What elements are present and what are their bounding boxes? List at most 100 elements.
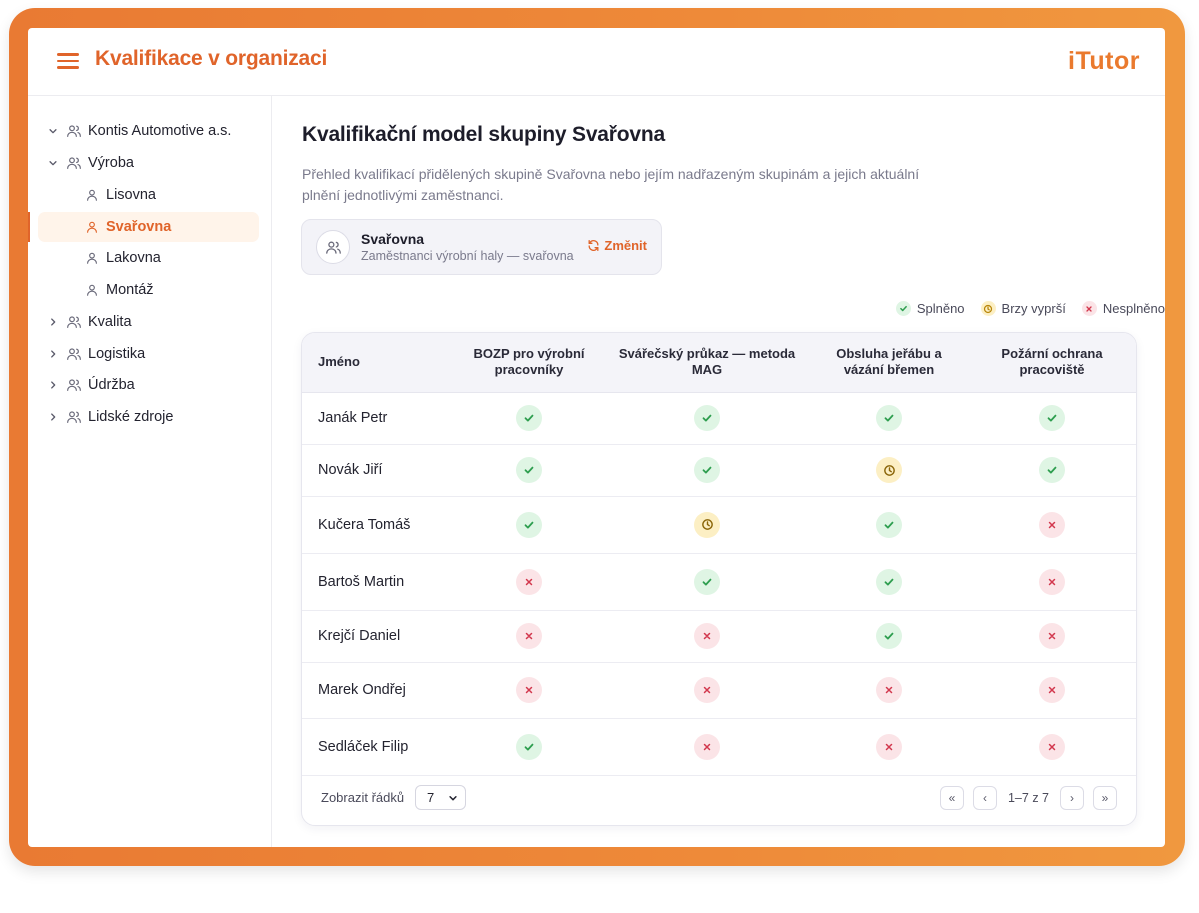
users-icon (66, 155, 82, 171)
sidebar-item[interactable]: Kontis Automotive a.s. (28, 116, 272, 146)
pagination: « ‹ 1–7 z 7 › » (939, 786, 1117, 810)
cross-icon (694, 623, 720, 649)
active-item-marker (28, 212, 30, 242)
status-cell (604, 392, 810, 445)
chevron-down-icon[interactable] (47, 157, 59, 169)
main-content: Kvalifikační model skupiny Svařovna Přeh… (273, 96, 1165, 847)
column-header[interactable]: Svářečský průkaz — metoda MAG (604, 333, 810, 393)
chevron-down-icon (449, 796, 457, 801)
status-cell (810, 553, 968, 611)
sidebar-item[interactable]: Lisovna (28, 180, 272, 210)
next-page-button[interactable]: › (1060, 786, 1084, 810)
sidebar-item[interactable]: Lidské zdroje (28, 402, 272, 432)
chevron-right-icon[interactable] (47, 379, 59, 391)
rows-per-page-value: 7 (427, 790, 435, 805)
cross-icon (1039, 623, 1065, 649)
group-users-icon (316, 230, 350, 264)
cross-icon (516, 568, 542, 595)
employee-name: Sedláček Filip (302, 718, 454, 776)
first-page-button[interactable]: « (939, 786, 964, 810)
rows-per-page-select[interactable]: 7 (415, 785, 466, 810)
page-description: Přehled kvalifikací přidělených skupině … (302, 166, 920, 203)
status-cell (968, 444, 1136, 497)
sidebar-item[interactable]: Logistika (28, 339, 272, 369)
sidebar-item[interactable]: Montáž (28, 275, 272, 305)
table-row: Kučera Tomáš (302, 496, 1136, 554)
last-page-button[interactable]: » (1093, 786, 1117, 810)
check-icon (876, 568, 902, 595)
employee-name: Bartoš Martin (302, 553, 454, 611)
column-header[interactable]: BOZP pro výrobní pracovníky (454, 333, 604, 393)
sidebar-item-label: Údržba (88, 377, 135, 393)
users-icon (66, 123, 82, 139)
status-cell (968, 496, 1136, 554)
status-cell (454, 610, 604, 663)
chevron-down-icon[interactable] (47, 125, 59, 137)
employee-name: Kučera Tomáš (302, 496, 454, 554)
check-icon (876, 623, 902, 649)
status-cell (810, 496, 968, 554)
app-window: Kvalifikace v organizaci iTutor Kontis A… (28, 28, 1165, 847)
check-icon (516, 457, 542, 483)
table-row: Sedláček Filip (302, 718, 1136, 776)
cross-icon (1081, 301, 1097, 316)
prev-page-button[interactable]: ‹ (972, 786, 997, 810)
users-icon (66, 346, 82, 362)
users-icon (66, 314, 82, 330)
users-icon (66, 409, 82, 425)
check-icon (1039, 405, 1065, 431)
table-row: Janák Petr (302, 392, 1136, 445)
status-cell (604, 553, 810, 611)
column-header[interactable]: Jméno (302, 333, 454, 393)
group-name: Svařovna (361, 231, 425, 247)
chevron-right-icon[interactable] (47, 348, 59, 360)
legend-ok-label: Splněno (916, 301, 965, 316)
sidebar-item-label: Logistika (88, 346, 146, 362)
status-cell (604, 718, 810, 776)
check-icon (516, 733, 542, 760)
menu-icon[interactable] (57, 52, 79, 70)
user-icon (85, 188, 101, 204)
user-icon (85, 283, 101, 299)
status-cell (604, 610, 810, 663)
check-icon (876, 405, 902, 431)
page-title: Kvalifikační model skupiny Svařovna (302, 123, 665, 146)
user-icon (85, 220, 101, 236)
status-cell (454, 496, 604, 554)
status-cell (968, 392, 1136, 445)
sidebar-item-label: Svařovna (106, 219, 172, 235)
chevron-right-icon[interactable] (47, 411, 59, 423)
change-group-button[interactable]: Změnit (587, 238, 647, 253)
check-icon (876, 511, 902, 538)
refresh-icon (588, 239, 599, 252)
sidebar-item[interactable]: Lakovna (28, 243, 272, 273)
status-cell (968, 662, 1136, 719)
table-header-row: Jméno BOZP pro výrobní pracovníky Svářeč… (302, 333, 1136, 393)
sidebar-item-label: Lakovna (106, 250, 161, 266)
status-legend: Splněno Brzy vyprší Nesplněno (895, 301, 1165, 316)
status-cell (454, 553, 604, 611)
check-icon (516, 511, 542, 538)
sidebar-item[interactable]: Svařovna (38, 212, 259, 242)
clock-icon (694, 511, 720, 538)
status-cell (968, 610, 1136, 663)
check-icon (895, 301, 911, 316)
sidebar-item[interactable]: Výroba (28, 148, 272, 178)
table-row: Krejčí Daniel (302, 610, 1136, 663)
status-cell (454, 718, 604, 776)
sidebar-item[interactable]: Údržba (28, 370, 272, 400)
selected-group-card: Svařovna Zaměstnanci výrobní haly — svař… (301, 219, 662, 275)
legend-no-label: Nesplněno (1102, 301, 1165, 316)
cross-icon (1039, 677, 1065, 703)
cross-icon (694, 677, 720, 703)
status-cell (968, 553, 1136, 611)
table-footer: Zobrazit řádků 7 « ‹ 1–7 z 7 › » (302, 773, 1136, 825)
legend-no: Nesplněno (1081, 301, 1165, 316)
column-header[interactable]: Požární ochrana pracoviště (968, 333, 1136, 393)
column-header[interactable]: Obsluha jeřábu a vázání břemen (810, 333, 968, 393)
status-cell (604, 444, 810, 497)
app-title: Kvalifikace v organizaci (95, 47, 328, 70)
status-cell (810, 718, 968, 776)
chevron-right-icon[interactable] (47, 316, 59, 328)
sidebar-item[interactable]: Kvalita (28, 307, 272, 337)
